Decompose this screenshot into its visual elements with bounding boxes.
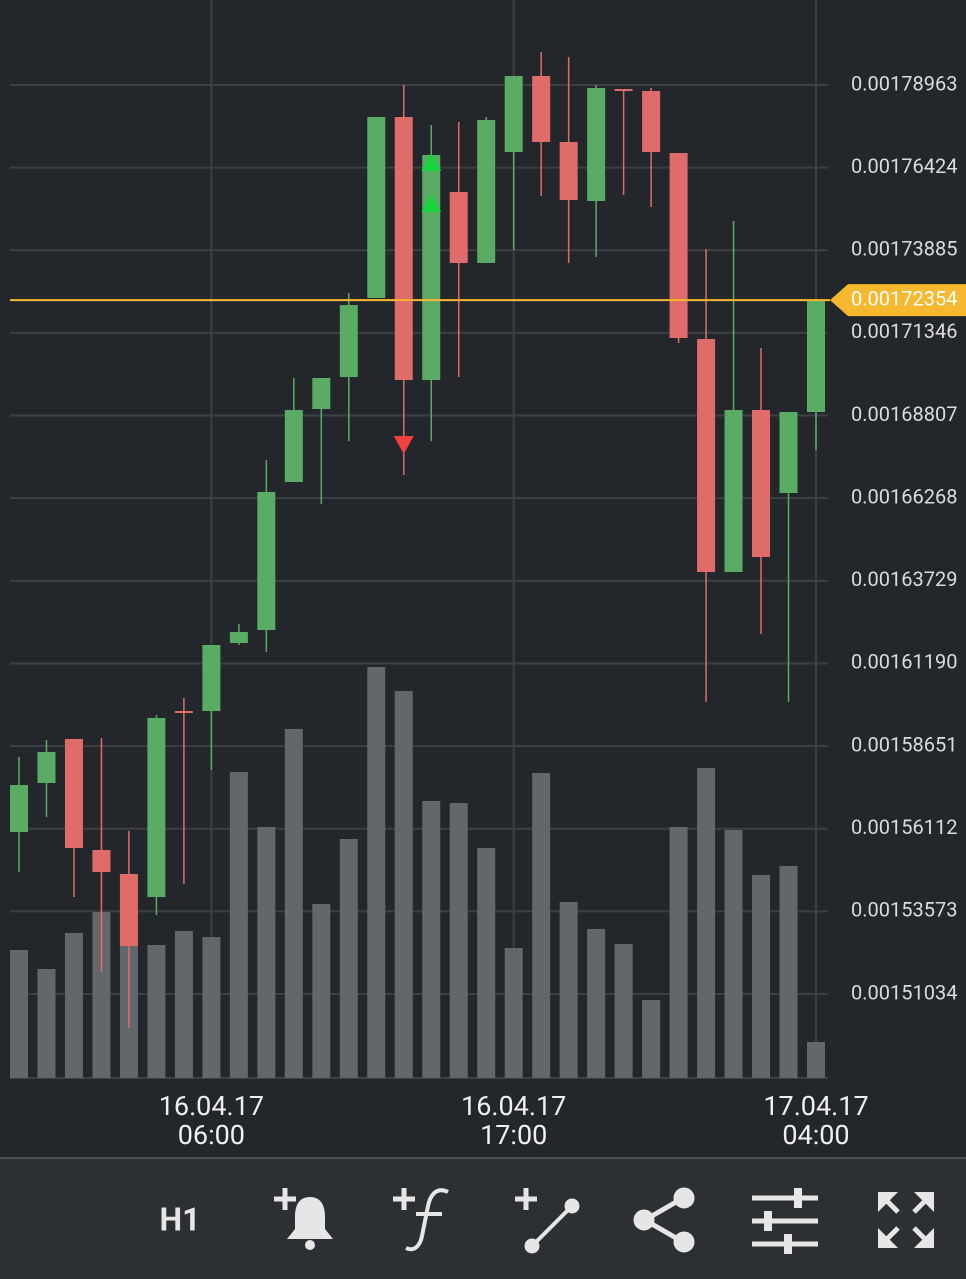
candle-body xyxy=(779,412,798,494)
fullscreen-icon[interactable] xyxy=(878,1192,934,1248)
y-tick-label: 0.00168807 xyxy=(851,402,957,426)
candle-body xyxy=(697,339,716,573)
volume-bar xyxy=(559,902,578,1078)
candle-body xyxy=(614,89,633,92)
volume-bar xyxy=(64,933,83,1078)
volume-bar xyxy=(697,768,716,1078)
candle-body xyxy=(367,117,386,298)
candle-body xyxy=(92,850,111,873)
volume-bar xyxy=(174,931,193,1078)
candle-body xyxy=(477,119,496,264)
y-tick-label: 0.00176424 xyxy=(851,154,957,178)
y-tick-label: 0.00161190 xyxy=(851,650,957,674)
volume-bar xyxy=(367,667,386,1078)
candle-body xyxy=(202,645,221,712)
volume-bar xyxy=(504,948,523,1078)
volume-bar xyxy=(422,801,441,1078)
volume-bar xyxy=(779,866,798,1078)
x-tick-label: 16.04.17 xyxy=(461,1090,566,1122)
candle-body xyxy=(449,192,468,264)
signal-arrow xyxy=(421,194,442,213)
candle-body xyxy=(642,90,661,153)
candle-body xyxy=(587,88,606,202)
y-tick-label: 0.00171346 xyxy=(851,319,957,343)
volume-bar xyxy=(724,830,743,1078)
indicator-icon[interactable] xyxy=(393,1188,449,1252)
y-tick-label: 0.00158651 xyxy=(851,732,957,756)
volume-bar xyxy=(229,772,248,1078)
volume-bar xyxy=(37,969,56,1078)
x-tick-label: 16.04.17 xyxy=(159,1090,264,1122)
candle-body xyxy=(147,718,166,898)
candle-body xyxy=(257,492,276,630)
candle-body xyxy=(10,785,28,833)
volume-bar xyxy=(587,929,606,1078)
candle-body xyxy=(312,377,331,410)
candle-body xyxy=(174,711,193,714)
volume-bar xyxy=(532,773,551,1078)
volume-bar xyxy=(614,944,633,1078)
x-tick-label: 17:00 xyxy=(480,1119,547,1151)
volume-bar xyxy=(202,937,221,1078)
volume-layer xyxy=(10,667,825,1078)
drawing-icon[interactable] xyxy=(515,1188,580,1254)
volume-bar xyxy=(477,848,496,1078)
x-tick-label: 04:00 xyxy=(782,1119,849,1151)
y-tick-label: 0.00151034 xyxy=(851,980,957,1004)
current-price-tag xyxy=(830,284,966,317)
y-tick-label: 0.00166268 xyxy=(851,484,957,508)
y-tick-label: 0.00173885 xyxy=(851,237,957,261)
settings-icon[interactable] xyxy=(752,1188,818,1254)
candle-body xyxy=(724,410,743,573)
x-tick-label: 17.04.17 xyxy=(763,1090,868,1122)
volume-bar xyxy=(92,912,111,1078)
signal-arrow xyxy=(393,436,414,455)
volume-bar xyxy=(339,839,358,1078)
toolbar xyxy=(0,1159,966,1279)
alert-icon[interactable] xyxy=(274,1188,333,1250)
candle-body xyxy=(64,738,83,848)
volume-bar xyxy=(147,945,166,1078)
timeframe-button[interactable]: H1 xyxy=(160,1200,201,1238)
share-icon[interactable] xyxy=(633,1187,695,1253)
axis-layer: 0.00178963 0.00176424 0.00173885 0.00171346… xyxy=(159,71,966,1151)
volume-bar xyxy=(10,950,28,1078)
volume-bar xyxy=(642,1000,661,1078)
candle-body xyxy=(669,153,688,338)
signal-arrow xyxy=(421,153,442,172)
y-tick-label: 0.00178963 xyxy=(851,71,957,95)
candle-body xyxy=(339,305,358,378)
volume-bar xyxy=(312,904,331,1078)
volume-bar xyxy=(449,803,468,1078)
candle-body xyxy=(422,155,441,381)
grid xyxy=(10,0,828,1079)
x-tick-label: 06:00 xyxy=(178,1119,245,1151)
candle-body xyxy=(532,75,551,142)
candle-body xyxy=(559,141,578,200)
volume-bar xyxy=(257,827,276,1078)
volume-bar xyxy=(669,827,688,1078)
volume-bar xyxy=(807,1042,825,1078)
candle-layer xyxy=(10,52,830,1029)
current-price-label: 0.00172354 xyxy=(851,286,957,310)
candle-body xyxy=(752,410,771,557)
volume-bar xyxy=(752,875,771,1078)
candle-body xyxy=(284,410,303,483)
candle-body xyxy=(807,300,825,413)
candle-body xyxy=(504,75,523,153)
candle-body xyxy=(394,117,413,381)
candle-body xyxy=(229,632,248,644)
volume-bar xyxy=(284,729,303,1078)
y-tick-label: 0.00156112 xyxy=(851,815,957,839)
y-tick-label: 0.00153573 xyxy=(851,898,957,922)
candle-body xyxy=(119,873,138,946)
volume-bar xyxy=(394,691,413,1078)
candle-body xyxy=(37,752,56,783)
y-tick-label: 0.00163729 xyxy=(851,567,957,591)
